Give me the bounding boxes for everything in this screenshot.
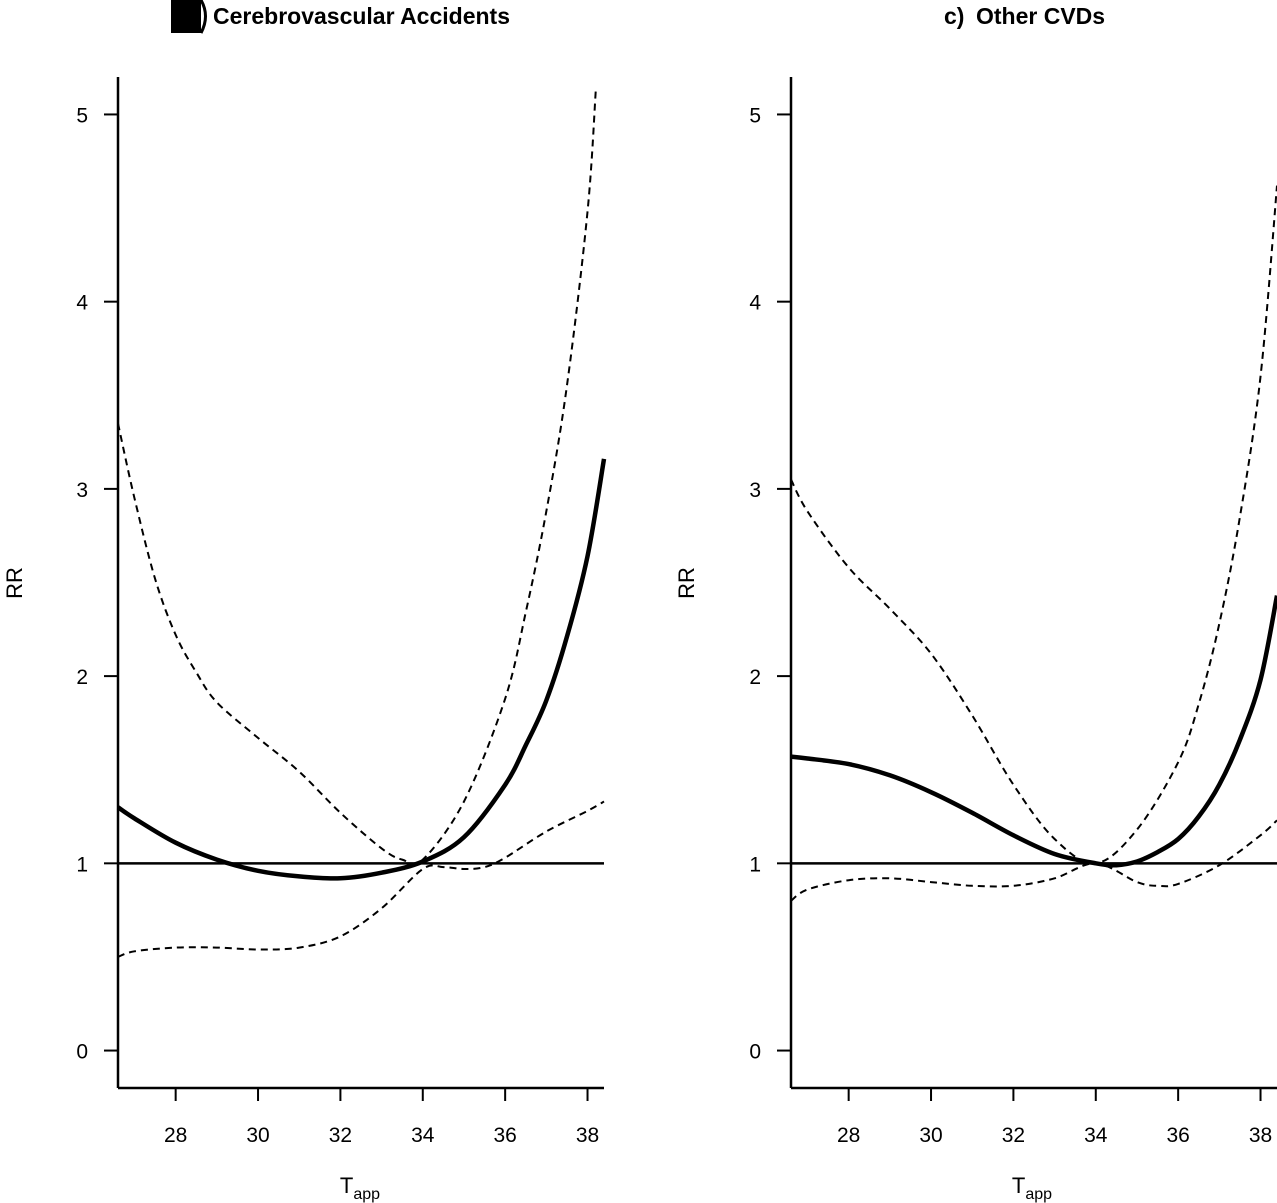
y-axis-label: RR bbox=[2, 567, 27, 599]
y-tick-label: 4 bbox=[749, 292, 761, 315]
x-tick-label: 36 bbox=[493, 1124, 516, 1147]
panel-label: c) bbox=[944, 3, 964, 29]
x-tick-label: 28 bbox=[837, 1124, 860, 1147]
y-tick-label: 2 bbox=[76, 666, 88, 689]
x-tick-label: 30 bbox=[246, 1124, 269, 1147]
chart-title: Cerebrovascular Accidents bbox=[213, 3, 510, 29]
series-line-estimate bbox=[116, 458, 607, 881]
series-line-upper-ci bbox=[117, 90, 597, 866]
x-axis-label: Tapp bbox=[340, 1173, 380, 1203]
series-line-upper-ci bbox=[790, 185, 1277, 865]
y-tick-label: 1 bbox=[749, 853, 761, 876]
x-tick-label: 34 bbox=[1084, 1124, 1108, 1147]
x-tick-label: 32 bbox=[329, 1124, 352, 1147]
x-axis-label-subscript: app bbox=[353, 1186, 380, 1203]
chart-title: Other CVDs bbox=[976, 3, 1105, 29]
series-line-lower-ci bbox=[790, 819, 1277, 902]
y-tick-label: 3 bbox=[76, 479, 88, 502]
x-tick-label: 28 bbox=[164, 1124, 187, 1147]
x-tick-label: 36 bbox=[1166, 1124, 1189, 1147]
x-axis-label-main: T bbox=[340, 1173, 353, 1198]
x-axis-label-main: T bbox=[1012, 1173, 1025, 1198]
x-axis-label: Tapp bbox=[1012, 1173, 1052, 1203]
x-tick-label: 38 bbox=[1249, 1124, 1272, 1147]
x-tick-label: 34 bbox=[411, 1124, 435, 1147]
panel-label-marker bbox=[171, 0, 201, 33]
y-axis-label: RR bbox=[674, 567, 699, 599]
y-tick-label: 0 bbox=[749, 1041, 761, 1064]
series-line-estimate bbox=[790, 595, 1277, 868]
series-line-lower-ci bbox=[117, 800, 605, 958]
y-tick-label: 5 bbox=[76, 104, 88, 127]
x-tick-label: 32 bbox=[1002, 1124, 1025, 1147]
y-tick-label: 1 bbox=[76, 853, 88, 876]
x-axis-label-subscript: app bbox=[1025, 1186, 1052, 1203]
x-tick-label: 30 bbox=[919, 1124, 942, 1147]
panel-label-marker-paren bbox=[199, 0, 207, 34]
y-tick-label: 0 bbox=[76, 1041, 88, 1064]
x-tick-label: 38 bbox=[576, 1124, 599, 1147]
y-tick-label: 3 bbox=[749, 479, 761, 502]
y-tick-label: 4 bbox=[76, 292, 88, 315]
panel-cerebrovascular-accidents: Cerebrovascular Accidents RR Tapp 012345… bbox=[2, 0, 607, 1203]
y-tick-label: 2 bbox=[749, 666, 761, 689]
y-tick-label: 5 bbox=[749, 104, 761, 127]
